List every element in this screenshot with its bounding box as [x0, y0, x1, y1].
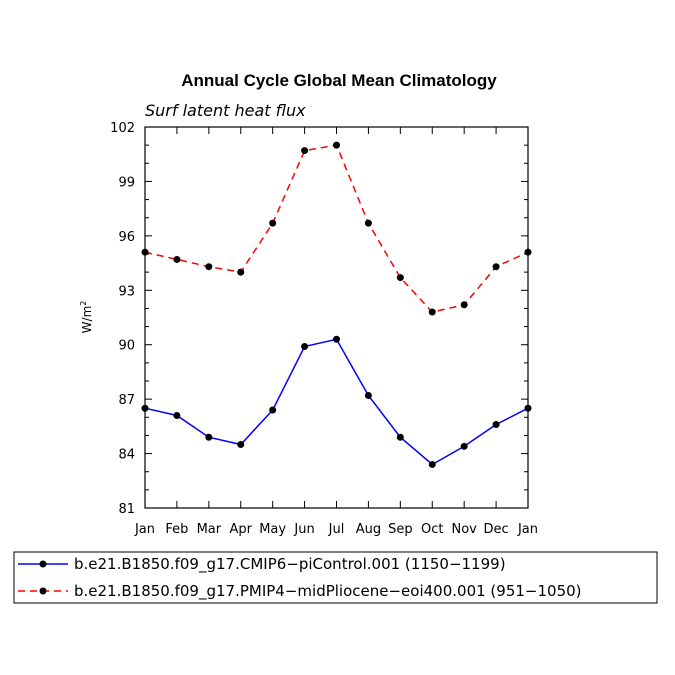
data-point-0: [492, 421, 500, 429]
y-axis-label-sup: 2: [79, 301, 88, 306]
y-tick-label: 93: [118, 284, 135, 299]
data-point-0: [364, 392, 372, 400]
series-line-0: [144, 338, 529, 466]
y-tick-label: 90: [118, 339, 135, 354]
data-point-1: [333, 141, 340, 149]
chart-title: Annual Cycle Global Mean Climatology: [181, 71, 497, 90]
y-tick-label: 87: [118, 393, 135, 408]
data-point-1: [460, 301, 468, 309]
data-point-0: [428, 460, 436, 468]
data-point-1: [364, 219, 372, 227]
x-tick-label: May: [259, 522, 286, 537]
y-axis-label-base: W/m: [80, 306, 94, 334]
data-point-1: [492, 263, 500, 271]
data-point-1: [301, 147, 309, 155]
y-tick-label: 96: [118, 230, 135, 245]
data-point-1: [428, 308, 436, 316]
y-tick-label: 102: [110, 121, 135, 136]
data-point-1: [173, 255, 181, 263]
series-line-1: [144, 144, 529, 313]
y-tick-label: 81: [118, 502, 135, 517]
x-tick-label: Jan: [517, 522, 538, 537]
x-tick-label: Jun: [293, 522, 314, 537]
legend-marker-pliocene: [39, 587, 47, 595]
legend-box: [13, 551, 658, 604]
legend: b.e21.B1850.f09_g17.CMIP6−piControl.001 …: [13, 551, 658, 604]
x-tick-label: Apr: [230, 522, 253, 537]
data-point-0: [237, 441, 245, 448]
chart-subtitle: Surf latent heat flux: [145, 101, 306, 120]
x-tick-label: Sep: [388, 522, 413, 537]
x-tick-label: Oct: [421, 522, 443, 537]
axes: 81 84 87 90 93 96 99 102 Jan Feb Mar Apr May Jun Jul Au…: [110, 121, 538, 537]
series-layer: [141, 141, 532, 468]
x-tick-label: Aug: [356, 522, 381, 537]
x-tick-label: Mar: [197, 522, 222, 537]
data-point-1: [237, 268, 245, 276]
x-tick-label: Nov: [451, 522, 477, 537]
svg-text:W/m2: W/m2: [79, 301, 94, 334]
data-point-0: [396, 433, 404, 441]
x-tick-label: Jul: [328, 522, 345, 537]
x-tick-label: Dec: [484, 522, 509, 537]
y-axis-label: W/m2: [79, 301, 94, 334]
data-point-0: [460, 442, 468, 450]
legend-label-control: b.e21.B1850.f09_g17.CMIP6−piControl.001 …: [74, 555, 506, 574]
data-point-0: [205, 433, 213, 441]
y-tick-label: 99: [118, 175, 135, 190]
data-point-1: [205, 263, 213, 271]
legend-marker-control: [39, 560, 47, 568]
data-point-1: [269, 219, 277, 227]
x-tick-label: Jan: [134, 522, 155, 537]
legend-label-pliocene: b.e21.B1850.f09_g17.PMIP4−midPliocene−eo…: [74, 582, 582, 601]
plot-frame: [144, 126, 529, 509]
data-point-0: [333, 335, 340, 343]
data-point-0: [269, 406, 277, 414]
data-point-1: [396, 274, 404, 282]
data-point-0: [173, 411, 181, 419]
data-point-0: [301, 343, 309, 351]
y-tick-label: 84: [118, 448, 135, 463]
x-tick-label: Feb: [165, 522, 188, 537]
